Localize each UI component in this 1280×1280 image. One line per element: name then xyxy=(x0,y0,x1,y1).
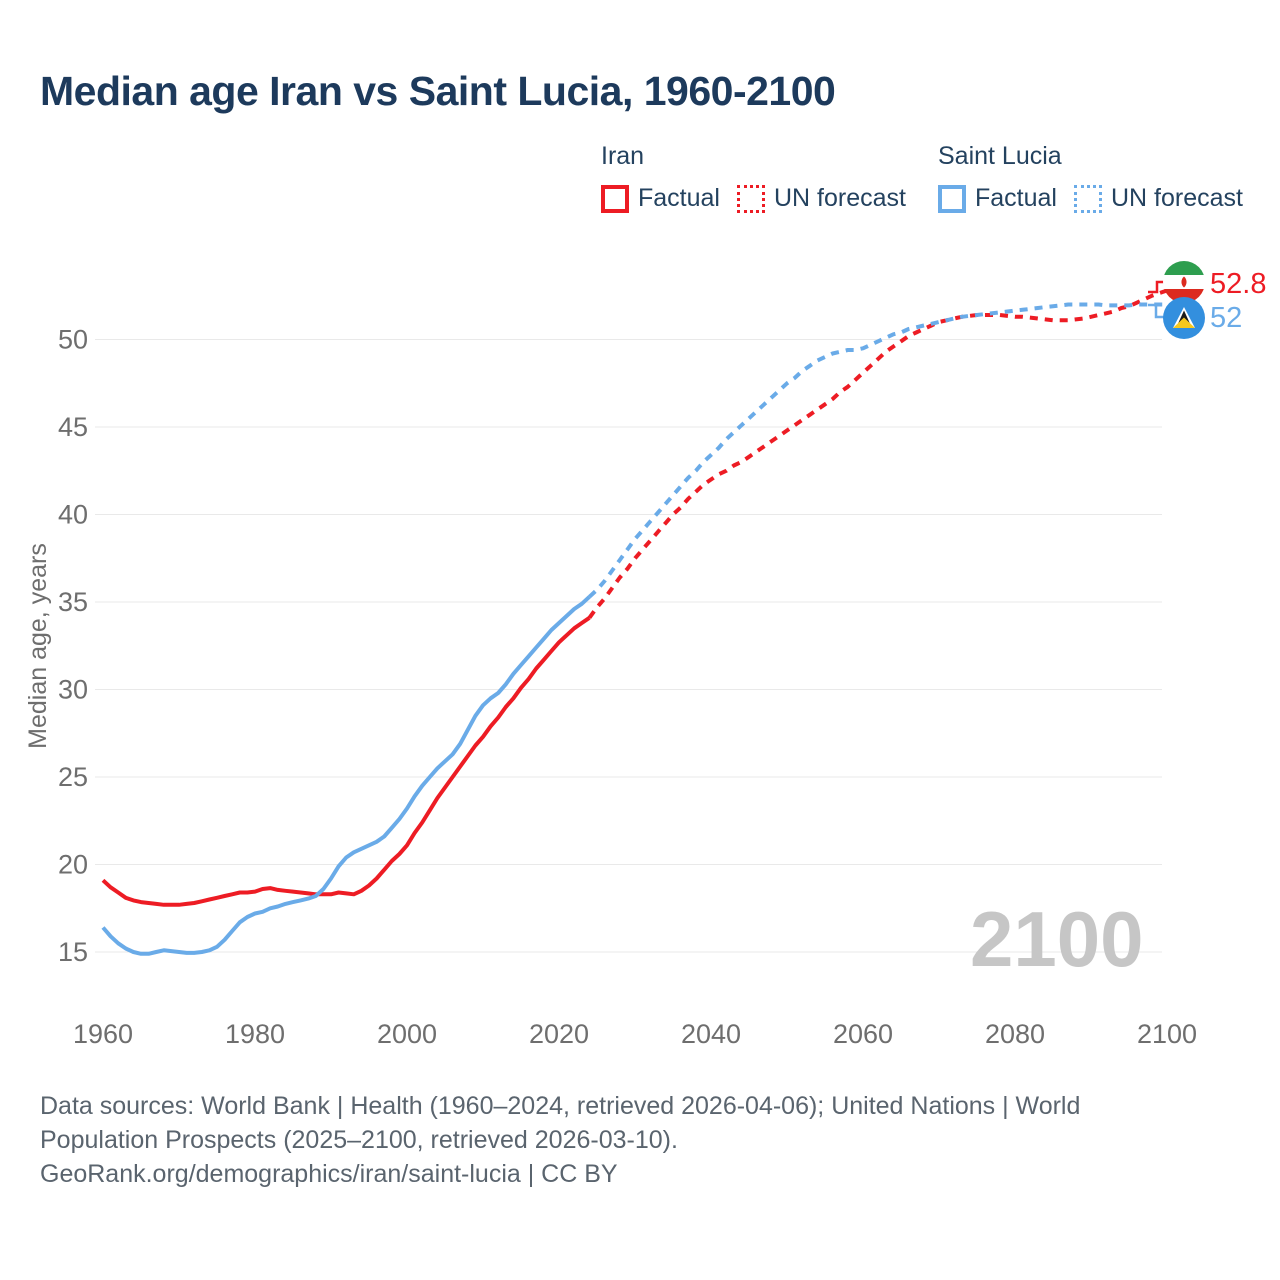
y-tick-label-40: 40 xyxy=(58,500,88,530)
iran-end-value-label: 52.8 xyxy=(1210,268,1266,300)
y-tick-label-25: 25 xyxy=(58,762,88,792)
legend-label: UN forecast xyxy=(773,184,906,212)
x-tick-label-2100: 2100 xyxy=(1137,1019,1197,1049)
x-tick-label-2080: 2080 xyxy=(985,1019,1045,1049)
y-tick-label-20: 20 xyxy=(58,850,88,880)
series-lines xyxy=(101,288,1168,956)
x-tick-label-2000: 2000 xyxy=(377,1019,437,1049)
x-tick-label-2040: 2040 xyxy=(681,1019,741,1049)
legend-iran-title: Iran xyxy=(601,142,645,170)
series-line-iran-factual xyxy=(101,616,591,907)
saint-lucia-forecast-swatch-icon xyxy=(1073,184,1102,213)
legend-iran-row: Factual UN forecast xyxy=(601,184,906,213)
saint-lucia-factual-swatch-icon xyxy=(938,184,966,213)
legend-saint-lucia-title: Saint Lucia xyxy=(938,142,1062,170)
legend-item-saint-lucia-factual[interactable]: Factual xyxy=(938,184,1057,213)
x-tick-label-1960: 1960 xyxy=(73,1019,133,1049)
y-tick-label-15: 15 xyxy=(58,937,88,967)
saint-lucia-flag-icon xyxy=(1163,297,1205,339)
series-line-saint-lucia-factual xyxy=(101,595,591,956)
legend-group-saint-lucia: Saint Lucia Factual UN forecast xyxy=(938,142,1243,213)
x-tick-label-1980: 1980 xyxy=(225,1019,285,1049)
y-tick-label-45: 45 xyxy=(58,412,88,442)
legend-item-iran-forecast[interactable]: UN forecast xyxy=(736,184,906,213)
y-tick-label-30: 30 xyxy=(58,675,88,705)
legend-saint-lucia-row: Factual UN forecast xyxy=(938,184,1243,213)
page-title: Median age Iran vs Saint Lucia, 1960-210… xyxy=(40,68,836,114)
y-axis-title: Median age, years xyxy=(24,543,52,749)
gridlines xyxy=(95,339,1162,953)
legend-label: Factual xyxy=(638,184,720,212)
saint-lucia-end-value-label: 52 xyxy=(1210,302,1242,334)
legend-label: UN forecast xyxy=(1110,184,1243,212)
legend-item-saint-lucia-forecast[interactable]: UN forecast xyxy=(1073,184,1243,213)
iran-endpoint-connector xyxy=(1148,280,1164,294)
legend-group-iran: Iran Factual UN forecast xyxy=(601,142,906,213)
footer-data-sources-line1: Data sources: World Bank | Health (1960–… xyxy=(40,1092,1081,1120)
footer-source-url: GeoRank.org/demographics/iran/saint-luci… xyxy=(40,1160,618,1188)
series-line-iran-un-forecast xyxy=(587,288,1168,619)
footer-data-sources-line2: Population Prospects (2025–2100, retriev… xyxy=(40,1126,678,1154)
iran-flag-icon xyxy=(1163,261,1205,303)
legend-label: Factual xyxy=(975,184,1057,212)
saint-lucia-endpoint-connector xyxy=(1148,303,1164,319)
watermark-year: 2100 xyxy=(970,895,1144,983)
footer-attribution: Data sources: World Bank | Health (1960–… xyxy=(40,1089,1180,1191)
y-tick-label-35: 35 xyxy=(58,587,88,617)
y-tick-label-50: 50 xyxy=(58,325,88,355)
legend-item-iran-factual[interactable]: Factual xyxy=(601,184,720,213)
x-tick-label-2020: 2020 xyxy=(529,1019,589,1049)
x-tick-label-2060: 2060 xyxy=(833,1019,893,1049)
series-line-saint-lucia-un-forecast xyxy=(588,302,1167,599)
iran-factual-swatch-icon xyxy=(601,184,629,213)
axis-tick-labels: 15 20 25 30 35 40 45 50 1960 1980 2000 2020 2040 2060… xyxy=(58,325,1197,1050)
iran-forecast-swatch-icon xyxy=(736,184,765,213)
